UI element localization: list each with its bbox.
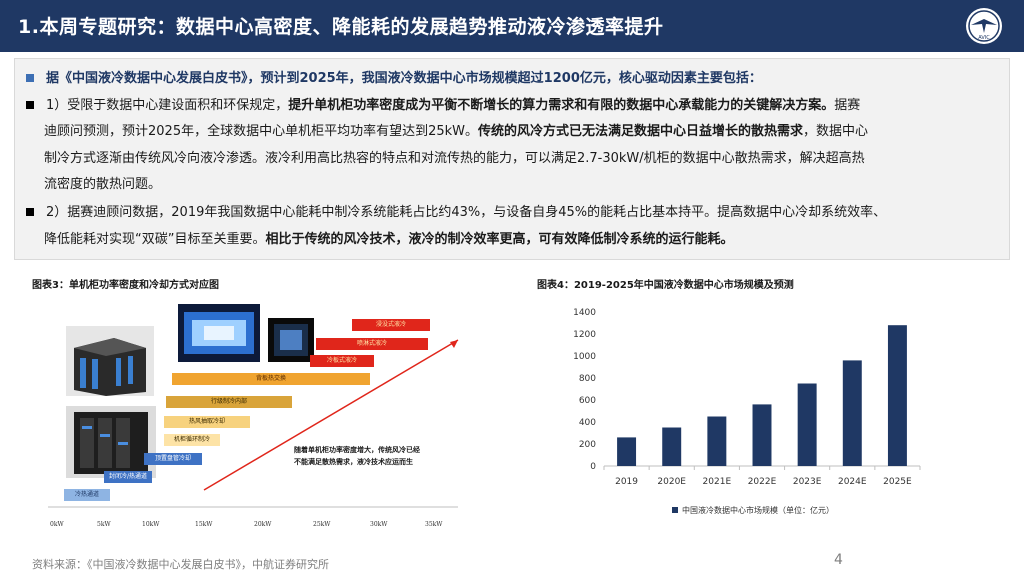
method-bar: 封闭冷/热通道 <box>104 471 152 483</box>
point-1-line-2: 迪顾问预测，预计2025年，全球数据中心单机柜平均功率有望达到25kW。传统的风… <box>44 124 869 139</box>
x-tick-label: 2022E <box>748 477 777 487</box>
bar <box>617 437 637 466</box>
x-tick-label: 2025E <box>883 477 912 487</box>
summary-box <box>14 58 1010 260</box>
page-title: 1.本周专题研究：数据中心高密度、降能耗的发展趋势推动液冷渗透率提升 <box>18 16 664 38</box>
trend-arrow <box>203 339 459 491</box>
point-1-line-3: 制冷方式逐渐由传统风冷向液冷渗透。液冷利用高比热容的特点和对流传热的能力，可以满… <box>44 151 865 166</box>
liquid-cooling-rack-photo <box>66 406 156 478</box>
cold-plate-photo <box>178 304 260 362</box>
x-tick-label: 2019 <box>615 477 638 487</box>
y-tick-label: 0 <box>590 462 596 472</box>
bar <box>887 325 907 466</box>
x-tick-label: 2024E <box>838 477 867 487</box>
server-rack-photo <box>66 326 154 396</box>
figure-3-title: 图表3：单机柜功率密度和冷却方式对应图 <box>32 280 219 291</box>
immersion-tank-photo <box>268 318 314 362</box>
point-2-line-2: 降低能耗对实现“双碳”目标至关重要。相比于传统的风冷技术，液冷的制冷效率更高，可… <box>44 232 734 247</box>
summary-line-1: 据《中国液冷数据中心发展白皮书》，预计到2025年，我国液冷数据中心市场规模超过… <box>22 66 1002 92</box>
source-note: 资料来源：《中国液冷数据中心发展白皮书》，中航证券研究所 <box>32 558 329 571</box>
y-tick-label: 400 <box>579 418 596 428</box>
market-size-bar-chart: 0 200 400 600 800 1000 1200 1400 2019 2020E 2021E 2… <box>573 308 921 515</box>
method-bar: 机柜循环制冷 <box>164 434 220 446</box>
fig3-x-tick: 30kW <box>370 521 388 528</box>
y-tick-label: 1400 <box>573 308 596 318</box>
fig3-x-tick: 10kW <box>142 521 160 528</box>
method-bar: 冷板式液冷 <box>310 355 374 367</box>
method-bar: 行级制冷内部 <box>166 396 292 408</box>
page-number: 4 <box>834 552 843 568</box>
y-tick-label: 800 <box>579 374 596 384</box>
method-bar: 热风抽取冷却 <box>164 416 250 428</box>
y-tick-label: 600 <box>579 396 596 406</box>
y-tick-label: 200 <box>579 440 596 450</box>
bar <box>662 427 682 466</box>
trend-annotation-line-1: 随着单机柜功率密度增大，传统风冷已经 <box>294 446 420 454</box>
title-bar: 1.本周专题研究：数据中心高密度、降能耗的发展趋势推动液冷渗透率提升 AVIC <box>0 0 1024 52</box>
square-bullet-icon <box>26 74 34 82</box>
fig3-x-tick: 5kW <box>97 521 111 528</box>
bar <box>842 360 862 466</box>
fig3-x-tick: 35kW <box>425 521 443 528</box>
y-tick-label: 1000 <box>573 352 596 362</box>
method-bar: 浸没式液冷 <box>352 319 430 331</box>
point-1-line-1: 1）受限于数据中心建设面积和环保规定，提升单机柜功率密度成为平衡不断增长的算力需… <box>22 93 1002 119</box>
method-bar: 顶置盘管冷却 <box>144 453 202 465</box>
x-tick-label: 2020E <box>657 477 686 487</box>
legend-label: 中国液冷数据中心市场规模（单位：亿元） <box>682 505 834 515</box>
point-1-line-4: 流密度的散热问题。 <box>44 177 162 192</box>
logo-text: AVIC <box>978 35 990 41</box>
square-bullet-icon <box>26 208 34 216</box>
figure-4-title: 图表4：2019-2025年中国液冷数据中心市场规模及预测 <box>537 280 794 291</box>
fig3-x-tick: 15kW <box>195 521 213 528</box>
bar <box>752 404 772 466</box>
trend-annotation-line-2: 不能满足散热需求，液冷技术应运而生 <box>294 458 413 466</box>
square-bullet-icon <box>26 101 34 109</box>
method-bar: 喷淋式液冷 <box>316 338 428 350</box>
method-bar: 背板热交换 <box>172 373 370 385</box>
fig3-x-tick: 25kW <box>313 521 331 528</box>
legend-swatch <box>672 507 678 513</box>
method-bar: 冷热通道 <box>64 489 110 501</box>
trend-annotation: 随着单机柜功率密度增大，传统风冷已经 不能满足散热需求，液冷技术应运而生 <box>294 444 464 468</box>
y-tick-label: 1200 <box>573 330 596 340</box>
fig3-x-axis <box>48 506 458 508</box>
fig3-x-tick: 20kW <box>254 521 272 528</box>
aviation-industry-logo-icon: AVIC <box>966 8 1002 44</box>
x-tick-label: 2021E <box>703 477 732 487</box>
x-tick-label: 2023E <box>793 477 822 487</box>
bar <box>707 416 727 466</box>
point-2-line-1: 2）据赛迪顾问数据，2019年我国数据中心能耗中制冷系统能耗占比约43%，与设备… <box>22 200 1002 226</box>
bar <box>797 383 817 466</box>
fig3-x-tick: 0kW <box>50 521 64 528</box>
